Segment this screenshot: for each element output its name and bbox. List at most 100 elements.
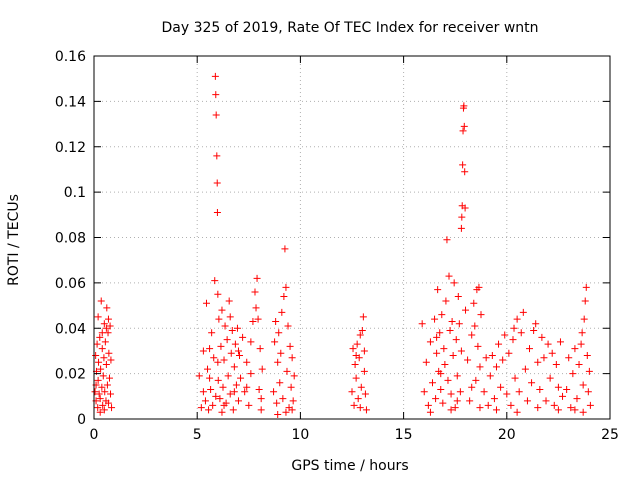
data-point — [445, 272, 453, 280]
data-point — [544, 340, 552, 348]
data-point — [101, 388, 109, 396]
data-point — [513, 408, 521, 416]
data-point — [446, 327, 454, 335]
data-point — [96, 408, 104, 416]
x-tick-labels: 0 5 10 15 20 25 — [90, 427, 619, 443]
data-point — [274, 358, 282, 366]
data-point — [538, 333, 546, 341]
data-point — [510, 324, 518, 332]
data-point — [96, 333, 104, 341]
data-point — [443, 236, 451, 244]
data-point — [233, 324, 241, 332]
data-point — [460, 122, 468, 130]
data-point — [450, 279, 458, 287]
data-point — [513, 315, 521, 323]
data-point — [490, 395, 498, 403]
data-point — [348, 388, 356, 396]
data-point — [455, 320, 463, 328]
y-tick-label: 0.12 — [55, 140, 86, 156]
data-point — [220, 401, 228, 409]
y-axis-title: ROTI / TECUs — [6, 194, 22, 286]
data-point — [282, 408, 290, 416]
data-point — [98, 345, 106, 353]
data-point — [573, 395, 581, 403]
data-point — [457, 224, 465, 232]
data-point — [289, 397, 297, 405]
data-point — [105, 374, 113, 382]
data-point — [212, 111, 220, 119]
data-point — [534, 358, 542, 366]
data-point — [437, 386, 445, 394]
data-point — [276, 379, 284, 387]
data-point — [353, 340, 361, 348]
data-point — [433, 333, 441, 341]
data-point — [226, 390, 234, 398]
data-point — [241, 388, 249, 396]
data-point — [559, 392, 567, 400]
data-point — [480, 388, 488, 396]
x-axis-title: GPS time / hours — [291, 458, 408, 474]
data-point — [492, 363, 500, 371]
data-point — [462, 306, 470, 314]
y-tick-labels: 0 0.02 0.04 0.06 0.08 0.1 0.12 0.14 0.16 — [55, 49, 86, 428]
data-point — [284, 322, 292, 330]
data-point — [505, 349, 513, 357]
data-point — [275, 329, 283, 337]
data-point — [515, 388, 523, 396]
data-point — [352, 374, 360, 382]
data-point — [362, 406, 370, 414]
data-point — [459, 127, 467, 135]
data-point — [199, 388, 207, 396]
data-point — [94, 313, 102, 321]
data-point — [468, 383, 476, 391]
data-point — [424, 401, 432, 409]
y-tick-label: 0.1 — [64, 185, 86, 201]
data-point — [438, 311, 446, 319]
data-point — [432, 395, 440, 403]
data-point — [199, 347, 207, 355]
data-point — [96, 395, 104, 403]
data-point — [454, 292, 462, 300]
data-point — [287, 383, 295, 391]
data-point — [356, 331, 364, 339]
data-point — [499, 356, 507, 364]
data-point — [255, 386, 263, 394]
data-point — [517, 329, 525, 337]
data-point — [92, 351, 100, 359]
data-point — [104, 315, 112, 323]
data-point — [563, 386, 571, 394]
data-point — [536, 386, 544, 394]
data-point — [218, 306, 226, 314]
data-points — [91, 72, 594, 418]
data-point — [210, 354, 218, 362]
data-point — [254, 315, 262, 323]
data-point — [213, 209, 221, 217]
x-tick-label: 0 — [90, 427, 99, 443]
data-point — [99, 401, 107, 409]
data-point — [567, 404, 575, 412]
data-point — [457, 347, 465, 355]
data-point — [101, 338, 109, 346]
data-point — [582, 283, 590, 291]
data-point — [361, 390, 369, 398]
data-point — [221, 322, 229, 330]
data-point — [476, 363, 484, 371]
data-point — [271, 338, 279, 346]
data-point — [94, 376, 102, 384]
data-point — [542, 397, 550, 405]
data-point — [452, 336, 460, 344]
data-point — [273, 399, 281, 407]
data-point — [477, 311, 485, 319]
data-point — [441, 361, 449, 369]
data-point — [358, 327, 366, 335]
data-point — [484, 401, 492, 409]
data-point — [106, 322, 114, 330]
x-tick-label: 25 — [601, 427, 619, 443]
data-point — [530, 327, 538, 335]
data-point — [257, 395, 265, 403]
data-point — [532, 320, 540, 328]
data-point — [571, 345, 579, 353]
data-point — [352, 351, 360, 359]
data-point — [451, 404, 459, 412]
data-point — [460, 102, 468, 110]
